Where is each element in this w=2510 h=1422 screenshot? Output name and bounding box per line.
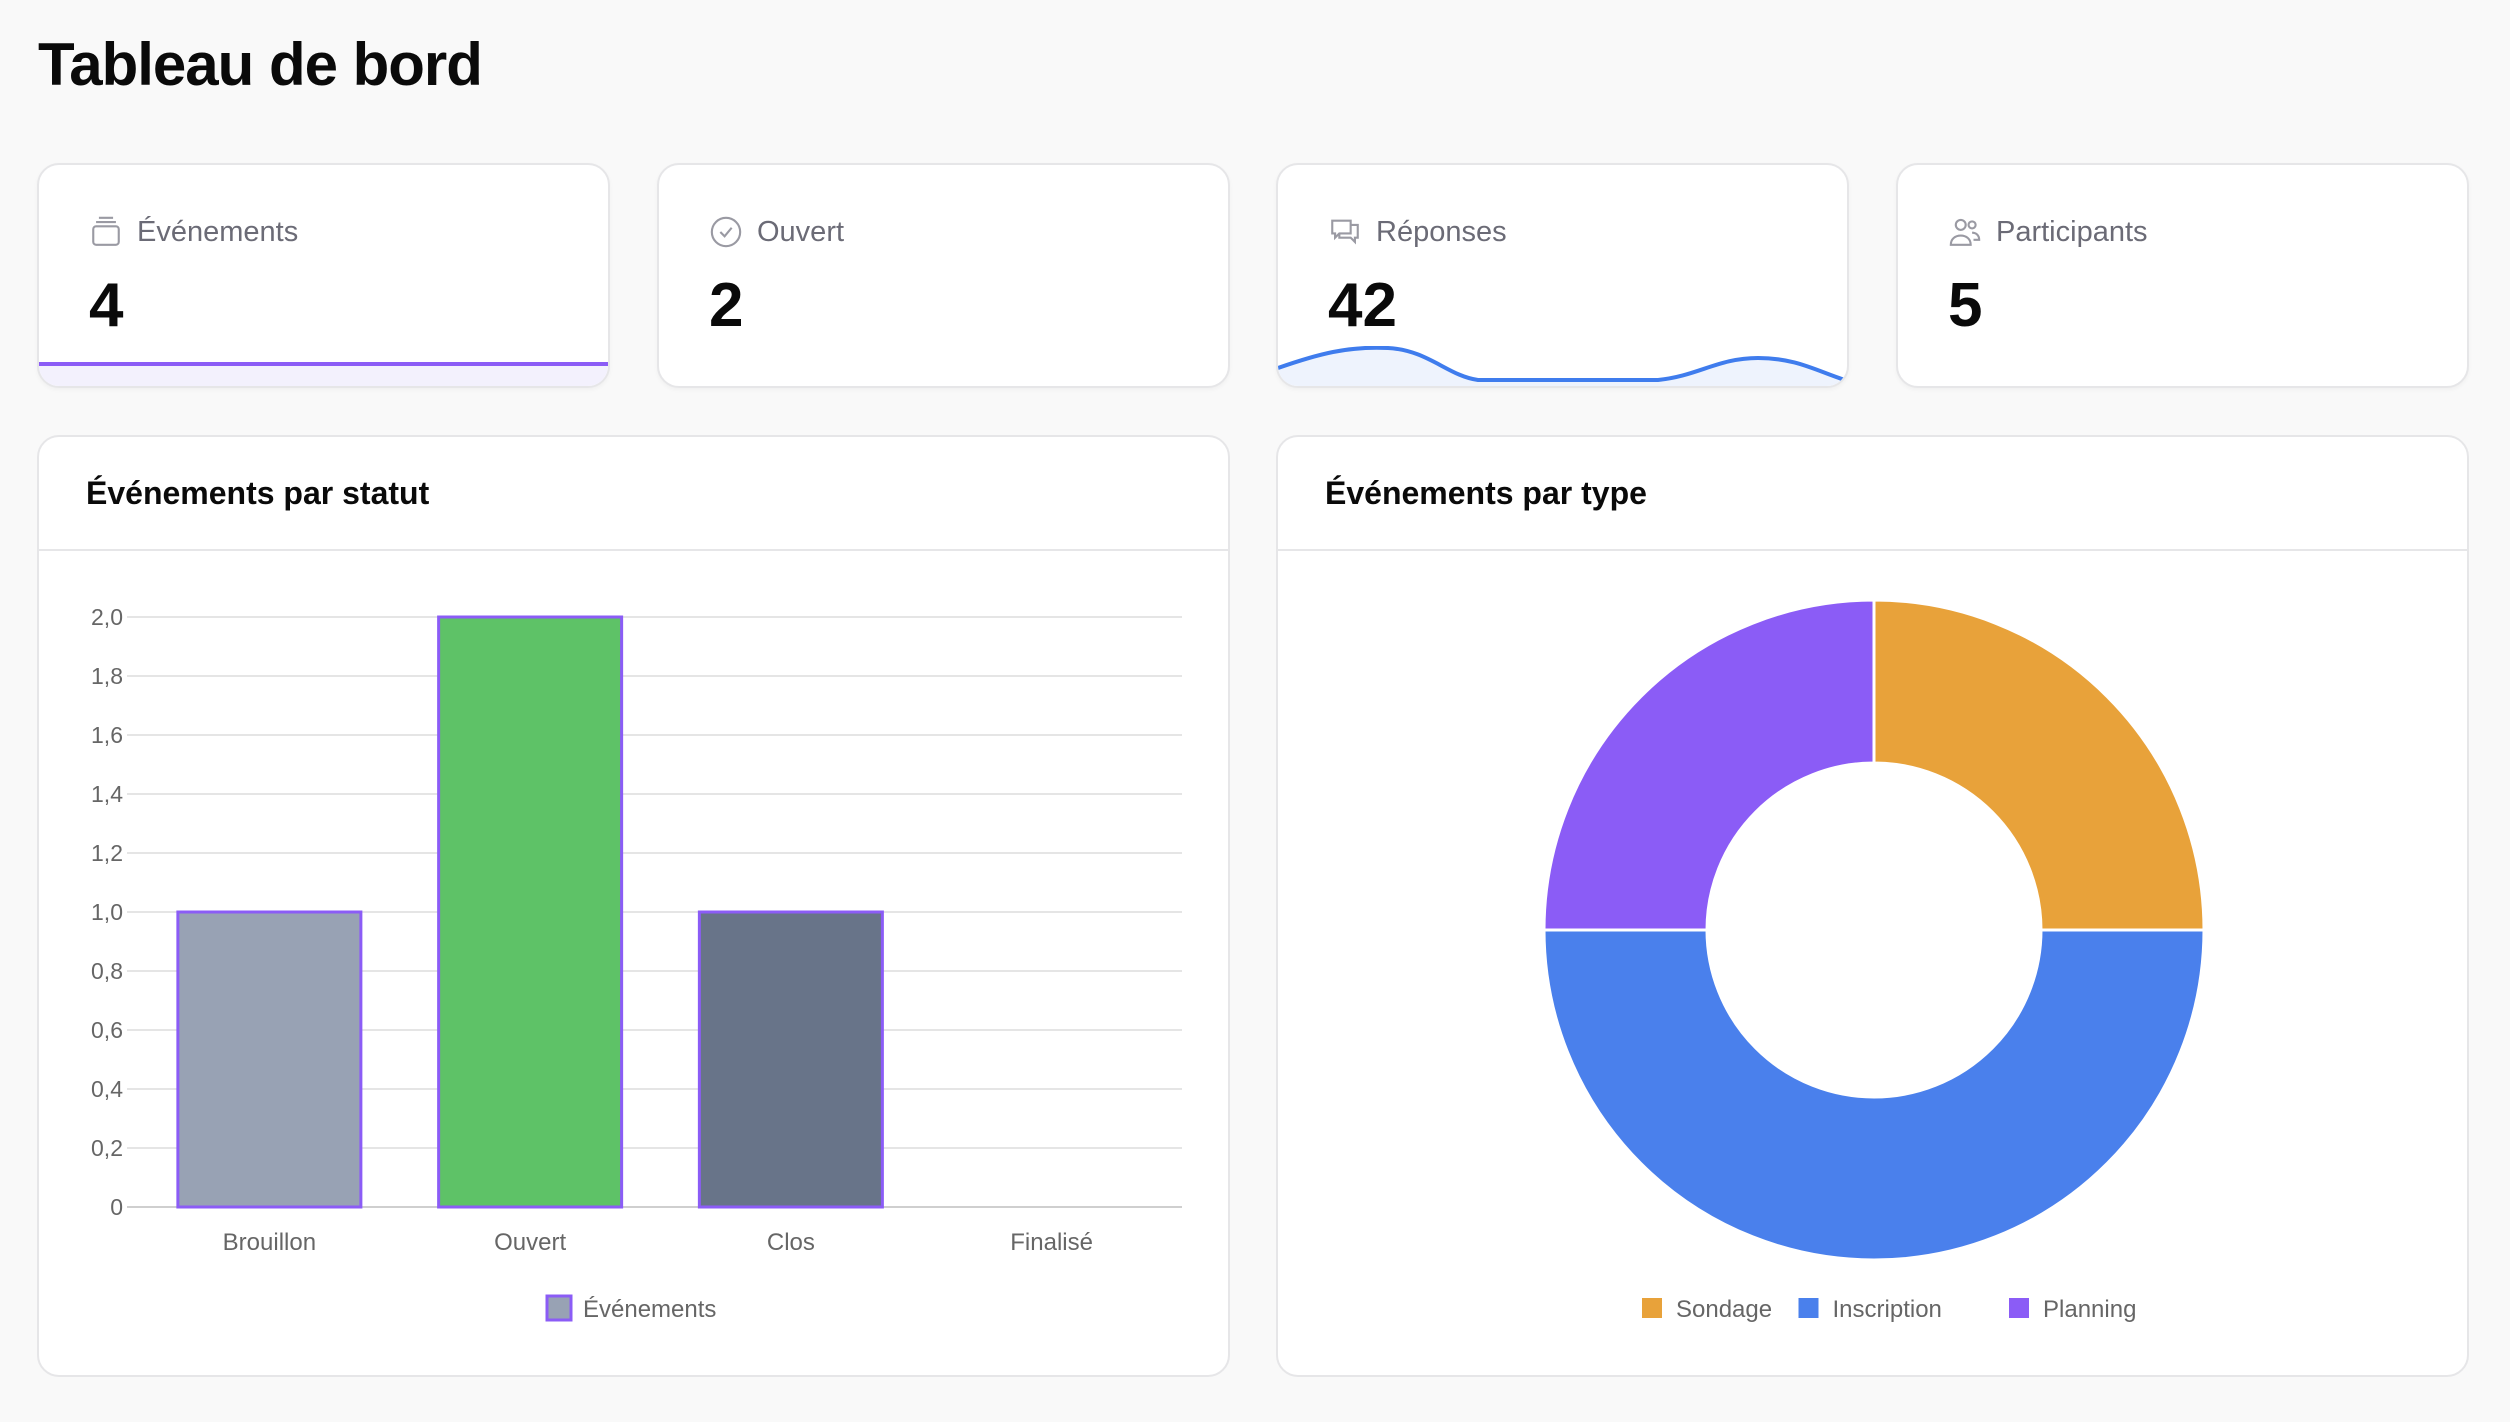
y-tick-label: 0,8 — [91, 958, 123, 984]
legend-label: Sondage — [1676, 1296, 1772, 1323]
check-circle-icon — [710, 216, 742, 248]
stat-card-open[interactable]: Ouvert 2 — [657, 163, 1230, 388]
y-tick-label: 0,2 — [91, 1135, 123, 1161]
y-tick-label: 1,8 — [91, 663, 123, 689]
legend-swatch — [2009, 1298, 2029, 1318]
y-tick-label: 1,6 — [91, 722, 123, 748]
legend-swatch — [545, 1294, 573, 1322]
y-tick-label: 0 — [110, 1194, 123, 1220]
panel-title: Événements par statut — [39, 437, 1228, 551]
donut-slice — [1542, 928, 2206, 1262]
y-tick-label: 0,4 — [91, 1076, 123, 1102]
legend-label: Planning — [2043, 1296, 2136, 1323]
calendar-stack-icon — [92, 216, 120, 246]
stat-value: 4 — [89, 271, 124, 340]
bar — [697, 910, 884, 1209]
users-icon — [1949, 218, 1981, 246]
y-tick-label: 1,0 — [91, 899, 123, 925]
page-title: Tableau de bord — [38, 31, 483, 98]
stat-card-events[interactable]: Événements 4 — [37, 163, 610, 388]
stat-label: Réponses — [1376, 215, 1507, 248]
stat-label: Événements — [137, 215, 299, 248]
bar-chart: 0 0,2 0,4 0,6 0,8 1,0 1,2 1,4 1,6 1,8 2,0 Brouillon… — [91, 604, 1182, 1323]
x-tick-label: Finalisé — [1010, 1229, 1093, 1256]
y-tick-label: 0,6 — [91, 1017, 123, 1043]
legend-label: Événements — [583, 1296, 716, 1323]
x-tick-label: Ouvert — [494, 1229, 566, 1256]
panel-title: Événements par type — [1278, 437, 2467, 551]
stat-card-responses[interactable]: Réponses 42 — [1276, 163, 1849, 388]
stat-value: 42 — [1328, 271, 1397, 340]
donut-slice — [1872, 598, 2206, 932]
x-tick-label: Brouillon — [223, 1229, 316, 1256]
legend-swatch — [1798, 1298, 1819, 1318]
bar-chart-panel: Événements par statut 0 0,2 0,4 0,6 0,8 1,0 1,… — [37, 435, 1230, 1377]
y-tick-label: 1,2 — [91, 840, 123, 866]
progress-indicator — [39, 362, 608, 386]
stat-value: 2 — [709, 271, 744, 340]
chat-bubbles-icon — [1331, 219, 1359, 245]
y-tick-label: 1,4 — [91, 781, 123, 807]
donut-chart-panel: Événements par type Sondage Inscription Pl… — [1276, 435, 2469, 1377]
donut-slice — [1542, 598, 1876, 932]
x-tick-label: Clos — [767, 1229, 815, 1256]
donut-chart: Sondage Inscription Planning — [1542, 598, 2206, 1323]
stat-label: Ouvert — [757, 215, 845, 248]
bar — [437, 615, 624, 1209]
legend-label: Inscription — [1833, 1296, 1942, 1323]
y-tick-label: 2,0 — [91, 604, 123, 630]
stat-value: 5 — [1948, 271, 1983, 340]
legend-swatch — [1642, 1298, 1662, 1318]
bar — [176, 910, 363, 1209]
stat-card-participants[interactable]: Participants 5 — [1896, 163, 2469, 388]
sparkline — [1278, 346, 1847, 386]
stat-label: Participants — [1996, 215, 2148, 248]
